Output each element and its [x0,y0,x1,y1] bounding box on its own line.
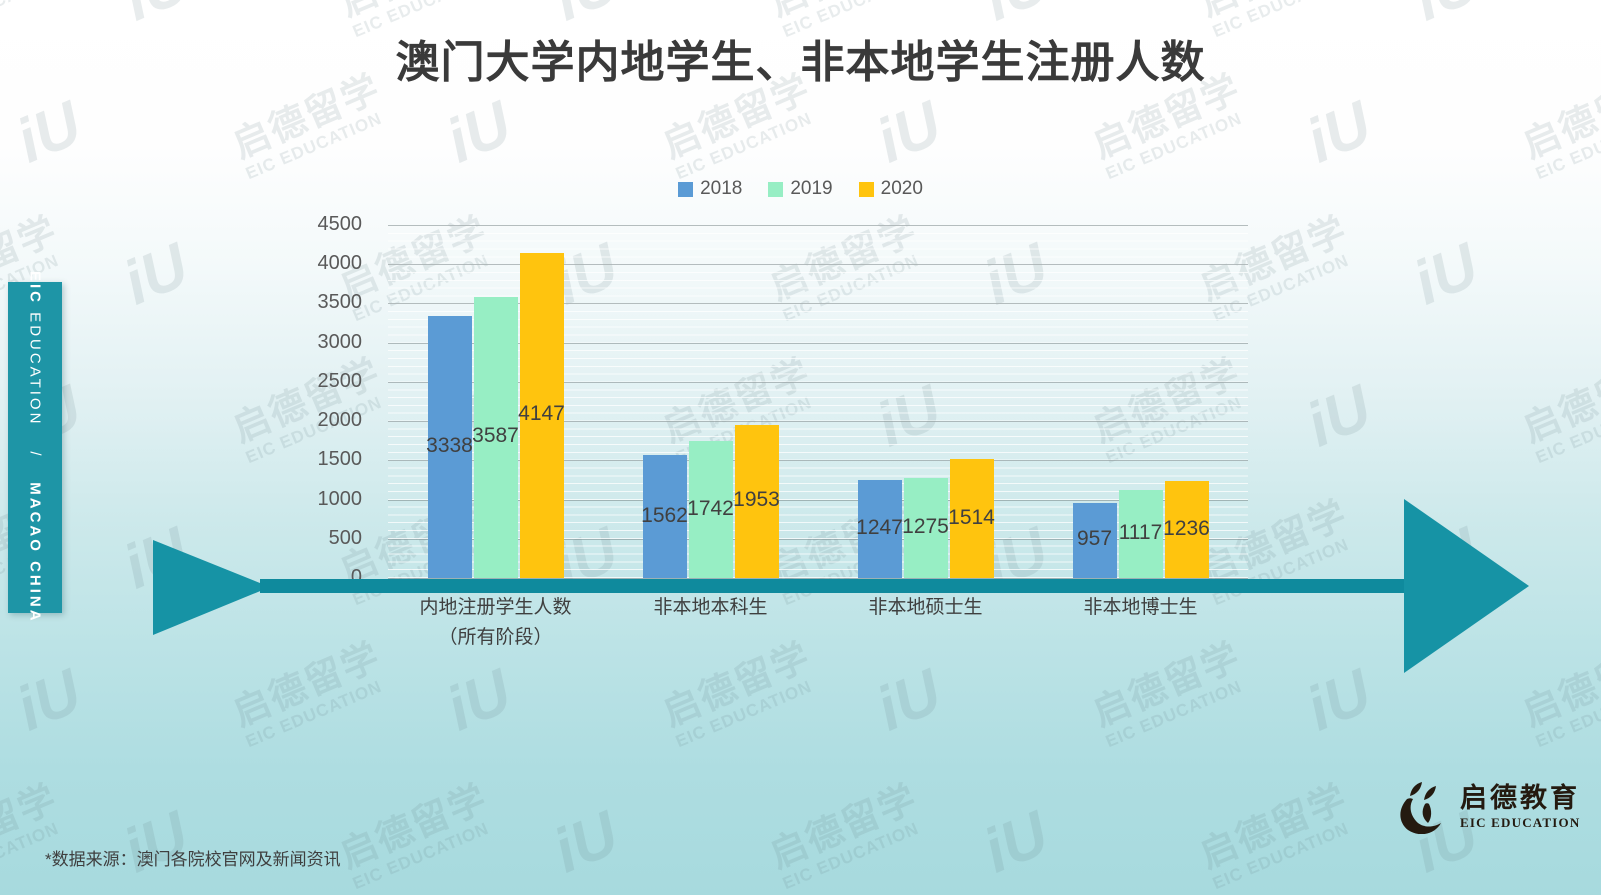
gridline-500 [388,538,1248,540]
watermark-iu-glyph-icon: iU [436,88,522,177]
bar-value-label: 1514 [948,505,995,529]
logo-en-text: EIC EDUCATION [1460,815,1581,831]
arrow-left-triangle [153,540,270,635]
gridline-4000 [388,264,1248,266]
bar-value-label: 1236 [1163,516,1210,540]
bar-value-label: 1275 [902,514,949,538]
y-axis-tick-label: 500 [328,526,362,549]
legend-label: 2019 [790,178,833,199]
timeline-arrow-graphic [153,499,1529,673]
ribbon-separator: / [26,436,44,473]
brand-logo: 启德教育 EIC EDUCATION [1392,780,1580,834]
bar-2019-cat1 [473,296,518,578]
gridline-1000 [388,499,1248,501]
watermark-iu-glyph-icon: iU [1296,372,1382,461]
watermark-iu-glyph-icon: iU [973,798,1059,887]
bar-2019-cat3 [903,477,948,578]
bar-value-label: 957 [1076,527,1113,551]
side-ribbon-text: EIC EDUCATION / MACAO CHINA [27,271,44,624]
legend-label: 2020 [880,178,923,199]
x-axis-category-label: 非本地博士生 [1083,597,1198,618]
y-axis-tick-label: 3000 [317,330,363,353]
gridline-1500 [388,460,1248,462]
bar-value-label: 4147 [518,402,565,426]
chart-legend: 2018 2019 2020 [0,178,1601,200]
chart-title: 澳门大学内地学生、非本地学生注册人数 [395,38,1206,87]
ribbon-brand-rest: EDUCATION [26,305,44,427]
bar-2020-cat2 [734,424,779,578]
watermark-iu-glyph-icon: iU [1296,88,1382,177]
bar-2018-cat3 [857,480,902,578]
data-source-note: *数据来源：澳门各院校官网及新闻资讯 [45,850,341,869]
x-axis-category-label: 内地注册学生人数 [419,597,572,618]
y-axis-tick-label: 1000 [317,487,363,510]
legend-item-2020: 2020 [858,178,923,200]
watermark-iu-glyph-icon: iU [543,798,629,887]
gridline-3000 [388,342,1248,344]
bar-2020-cat1 [519,252,564,578]
watermark-iu-glyph-icon: iU [113,230,199,319]
bar-value-label: 1953 [733,488,780,512]
legend-swatch-2018 [678,181,694,197]
bar-2019-cat2 [688,441,733,578]
legend-label: 2018 [700,178,743,199]
bar-2018-cat2 [642,455,687,578]
eic-logo-icon [1400,782,1441,834]
bar-2018-cat1 [427,316,472,578]
gridline-2000 [388,421,1248,423]
bar-2018-cat4 [1072,502,1117,578]
legend-swatch-2020 [858,181,874,197]
gridline-0 [388,578,1248,579]
legend-item-2018: 2018 [678,178,742,200]
y-axis-tick-label: 3500 [317,291,363,314]
bar-value-label: 1742 [687,496,734,520]
bar-value-label: 1117 [1118,521,1163,545]
y-axis-tick-label: 4000 [317,252,363,275]
bar-value-label: 3338 [426,434,473,458]
y-axis-tick-label: 0 [350,566,362,588]
bar-2020-cat4 [1164,481,1209,578]
gridline-4500 [388,225,1248,226]
ribbon-region: MACAO CHINA [26,482,44,624]
arrow-right-head [1404,499,1529,673]
y-axis-tick-label: 4500 [317,213,363,235]
y-axis-tick-label: 1500 [317,448,363,471]
ribbon-brand-bold: EIC [26,271,44,306]
gridline-3500 [388,303,1248,305]
legend-item-2019: 2019 [768,178,833,200]
watermark-iu-glyph-icon: iU [113,798,199,887]
watermark-iu-glyph-icon: iU [6,656,92,745]
watermark-iu-glyph-icon: iU [6,88,92,177]
y-axis-tick-label: 2000 [317,409,363,432]
x-axis-category-label: 非本地硕士生 [868,597,983,618]
bar-2019-cat4 [1118,490,1163,578]
x-axis-category-label: 非本地本科生 [653,597,768,618]
x-axis-category-sublabel: （所有阶段） [438,627,553,648]
side-ribbon: EIC EDUCATION / MACAO CHINA [8,271,62,624]
bar-value-label: 3587 [472,424,519,448]
bar-2020-cat3 [949,459,994,578]
bar-value-label: 1247 [856,516,903,540]
watermark-iu-glyph-icon: iU [1403,230,1489,319]
bar-value-label: 1562 [641,503,688,527]
legend-swatch-2019 [768,181,784,197]
arrow-shaft [260,579,1405,593]
watermark-iu-glyph-icon: iU [866,88,952,177]
y-axis-tick-label: 2500 [317,369,363,392]
gridline-2500 [388,381,1248,383]
logo-cn-text: 启德教育 [1460,782,1580,813]
